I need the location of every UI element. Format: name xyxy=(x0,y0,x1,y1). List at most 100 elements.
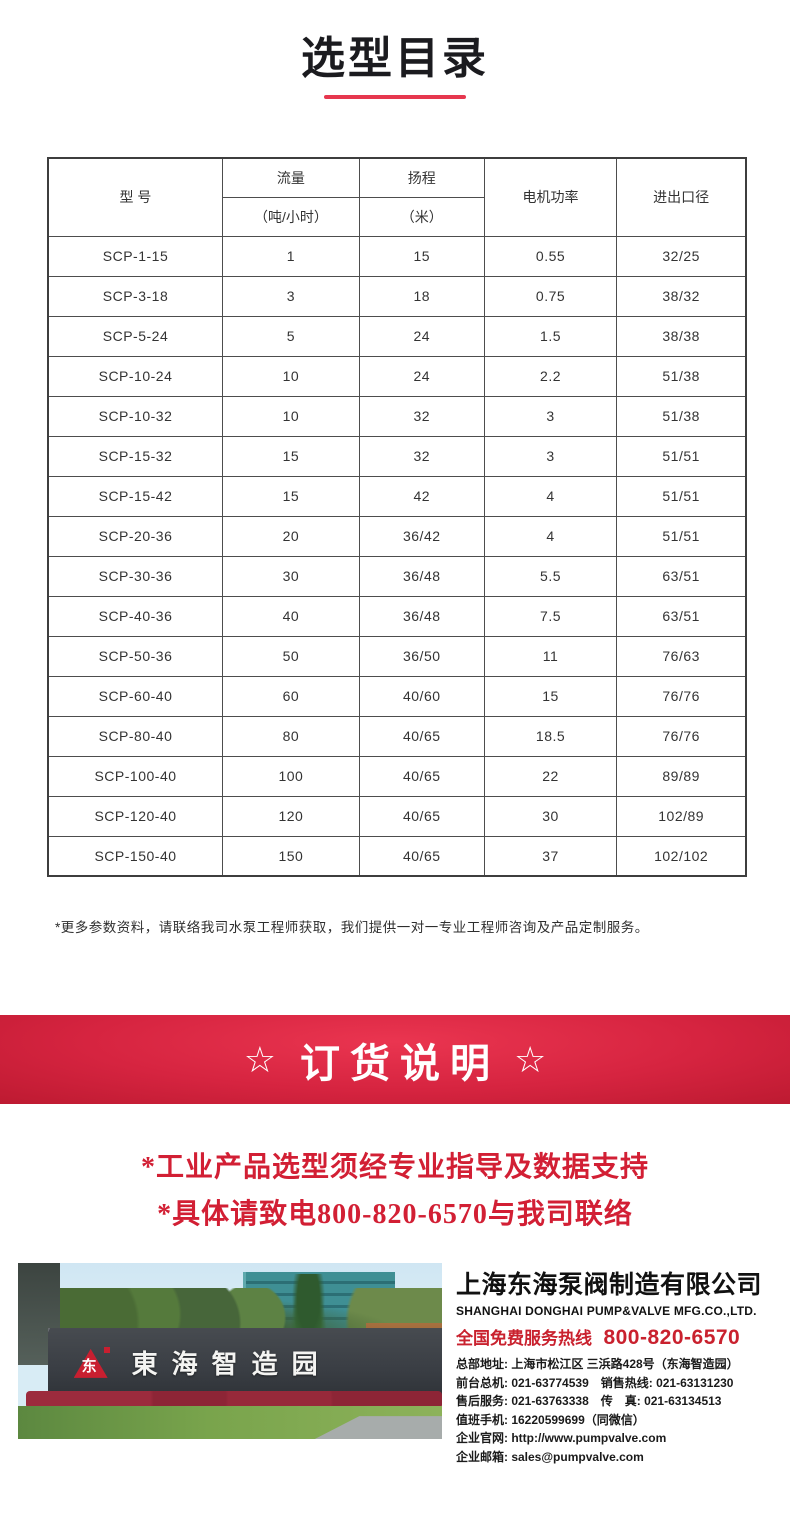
table-cell: SCP-150-40 xyxy=(47,835,223,877)
photo-sign-wall: 东 東海智造园 xyxy=(47,1328,442,1397)
table-row: SCP-50-36 50 36/50 11 76/63 xyxy=(47,635,747,677)
col-header-model: 型 号 xyxy=(47,157,223,237)
table-row: SCP-1-15 1 15 0.55 32/25 xyxy=(47,235,747,277)
table-cell: 150 xyxy=(222,835,360,877)
table-cell: SCP-40-36 xyxy=(47,595,223,637)
hotline-number: 800-820-6570 xyxy=(603,1326,741,1349)
detail-phones-front: 前台总机: 021-63774539 销售热线: 021-63131230 xyxy=(456,1375,734,1390)
table-row: SCP-100-40 100 40/65 22 89/89 xyxy=(47,755,747,797)
table-row: SCP-15-32 15 32 3 51/51 xyxy=(47,435,747,477)
table-cell: 89/89 xyxy=(616,755,747,797)
col-header-flow: 流量 xyxy=(222,157,360,198)
col-header-head: 扬程 xyxy=(358,157,485,198)
col-header-diameter: 进出口径 xyxy=(616,157,747,237)
table-cell: SCP-30-36 xyxy=(47,555,223,597)
order-note-line: *具体请致电800-820-6570与我司联络 xyxy=(157,1199,633,1230)
table-row: SCP-15-42 15 42 4 51/51 xyxy=(47,475,747,517)
donghai-logo-icon: 东 xyxy=(73,1346,110,1378)
col-header-flow-unit: （吨/小时） xyxy=(222,196,360,237)
table-cell: 4 xyxy=(483,475,618,517)
table-row: SCP-5-24 5 24 1.5 38/38 xyxy=(47,315,747,357)
table-cell: 32/25 xyxy=(616,235,747,277)
table-cell: 40/65 xyxy=(358,835,485,877)
table-cell: 1.5 xyxy=(483,315,618,357)
table-cell: 15 xyxy=(222,435,360,477)
table-cell: 5 xyxy=(222,315,360,357)
table-cell: 76/76 xyxy=(616,715,747,757)
table-cell: 5.5 xyxy=(483,555,618,597)
table-cell: 10 xyxy=(222,355,360,397)
table-cell: 7.5 xyxy=(483,595,618,637)
table-cell: SCP-120-40 xyxy=(47,795,223,837)
col-header-power: 电机功率 xyxy=(483,157,618,237)
table-cell: SCP-10-32 xyxy=(47,395,223,437)
table-cell: 102/102 xyxy=(616,835,747,877)
table-cell: 3 xyxy=(483,435,618,477)
table-cell: 3 xyxy=(483,395,618,437)
table-cell: 76/76 xyxy=(616,675,747,717)
table-cell: 32 xyxy=(358,435,485,477)
table-row: SCP-10-32 10 32 3 51/38 xyxy=(47,395,747,437)
table-cell: SCP-60-40 xyxy=(47,675,223,717)
table-cell: SCP-100-40 xyxy=(47,755,223,797)
table-cell: 51/38 xyxy=(616,355,747,397)
table-row: SCP-120-40 120 40/65 30 102/89 xyxy=(47,795,747,837)
table-cell: 36/42 xyxy=(358,515,485,557)
order-note-line: *工业产品选型须经专业指导及数据支持 xyxy=(140,1152,649,1183)
table-body: SCP-1-15 1 15 0.55 32/25 SCP-3-18 3 18 0.75 38/32… xyxy=(47,235,747,877)
detail-address: 总部地址: 上海市松江区 三浜路428号（东海智造园） xyxy=(456,1357,739,1371)
company-details: 总部地址: 上海市松江区 三浜路428号（东海智造园） 前台总机: 021-63… xyxy=(456,1355,772,1466)
table-cell: 50 xyxy=(222,635,360,677)
table-row: SCP-80-40 80 40/65 18.5 76/76 xyxy=(47,715,747,757)
table-row: SCP-20-36 20 36/42 4 51/51 xyxy=(47,515,747,557)
table-cell: 36/48 xyxy=(358,595,485,637)
table-cell: 1 xyxy=(222,235,360,277)
table-cell: 0.55 xyxy=(483,235,618,277)
selection-table: 型 号 流量 扬程 电机功率 进出口径 （吨/小时） （米） SCP-1-15 1… xyxy=(47,157,747,877)
star-icon: ☆ xyxy=(514,1038,547,1080)
table-cell: 120 xyxy=(222,795,360,837)
table-cell: 51/51 xyxy=(616,435,747,477)
table-cell: 24 xyxy=(358,355,485,397)
star-icon: ☆ xyxy=(243,1038,276,1080)
table-cell: SCP-15-42 xyxy=(47,475,223,517)
table-cell: 0.75 xyxy=(483,275,618,317)
table-cell: 38/38 xyxy=(616,315,747,357)
table-cell: 4 xyxy=(483,515,618,557)
table-cell: 15 xyxy=(222,475,360,517)
table-cell: 40/65 xyxy=(358,715,485,757)
table-row: SCP-40-36 40 36/48 7.5 63/51 xyxy=(47,595,747,637)
table-cell: 22 xyxy=(483,755,618,797)
table-cell: 15 xyxy=(358,235,485,277)
detail-email: 企业邮箱: sales@pumpvalve.com xyxy=(456,1449,644,1464)
photo-hedge xyxy=(26,1391,442,1410)
table-cell: 63/51 xyxy=(616,595,747,637)
detail-mobile: 值班手机: 16220599699（同微信） xyxy=(456,1412,645,1427)
company-name: 上海东海泵阀制造有限公司 xyxy=(456,1271,763,1299)
table-cell: 60 xyxy=(222,675,360,717)
table-cell: 10 xyxy=(222,395,360,437)
detail-website: 企业官网: http://www.pumpvalve.com xyxy=(456,1431,667,1445)
table-row: SCP-10-24 10 24 2.2 51/38 xyxy=(47,355,747,397)
table-cell: 2.2 xyxy=(483,355,618,397)
footer: 东 東海智造园 上海东海泵阀制造有限公司 SHANGHAI DONGHAI PU… xyxy=(18,1263,772,1464)
table-cell: 102/89 xyxy=(616,795,747,837)
table-cell: SCP-10-24 xyxy=(47,355,223,397)
table-cell: 40 xyxy=(222,595,360,637)
table-cell: SCP-15-32 xyxy=(47,435,223,477)
table-cell: SCP-50-36 xyxy=(47,635,223,677)
table-cell: 18.5 xyxy=(483,715,618,757)
order-banner: ☆ 订货说明 ☆ xyxy=(0,1015,790,1104)
table-note: *更多参数资料，请联络我司水泵工程师获取，我们提供一对一专业工程师咨询及产品定制… xyxy=(55,920,649,935)
table-cell: SCP-80-40 xyxy=(47,715,223,757)
table-cell: 38/32 xyxy=(616,275,747,317)
table-cell: 30 xyxy=(222,555,360,597)
table-cell: 40/65 xyxy=(358,795,485,837)
table-cell: 32 xyxy=(358,395,485,437)
table-cell: 30 xyxy=(483,795,618,837)
table-row: SCP-30-36 30 36/48 5.5 63/51 xyxy=(47,555,747,597)
table-cell: 20 xyxy=(222,515,360,557)
table-cell: 76/63 xyxy=(616,635,747,677)
table-cell: SCP-1-15 xyxy=(47,235,223,277)
table-cell: SCP-20-36 xyxy=(47,515,223,557)
